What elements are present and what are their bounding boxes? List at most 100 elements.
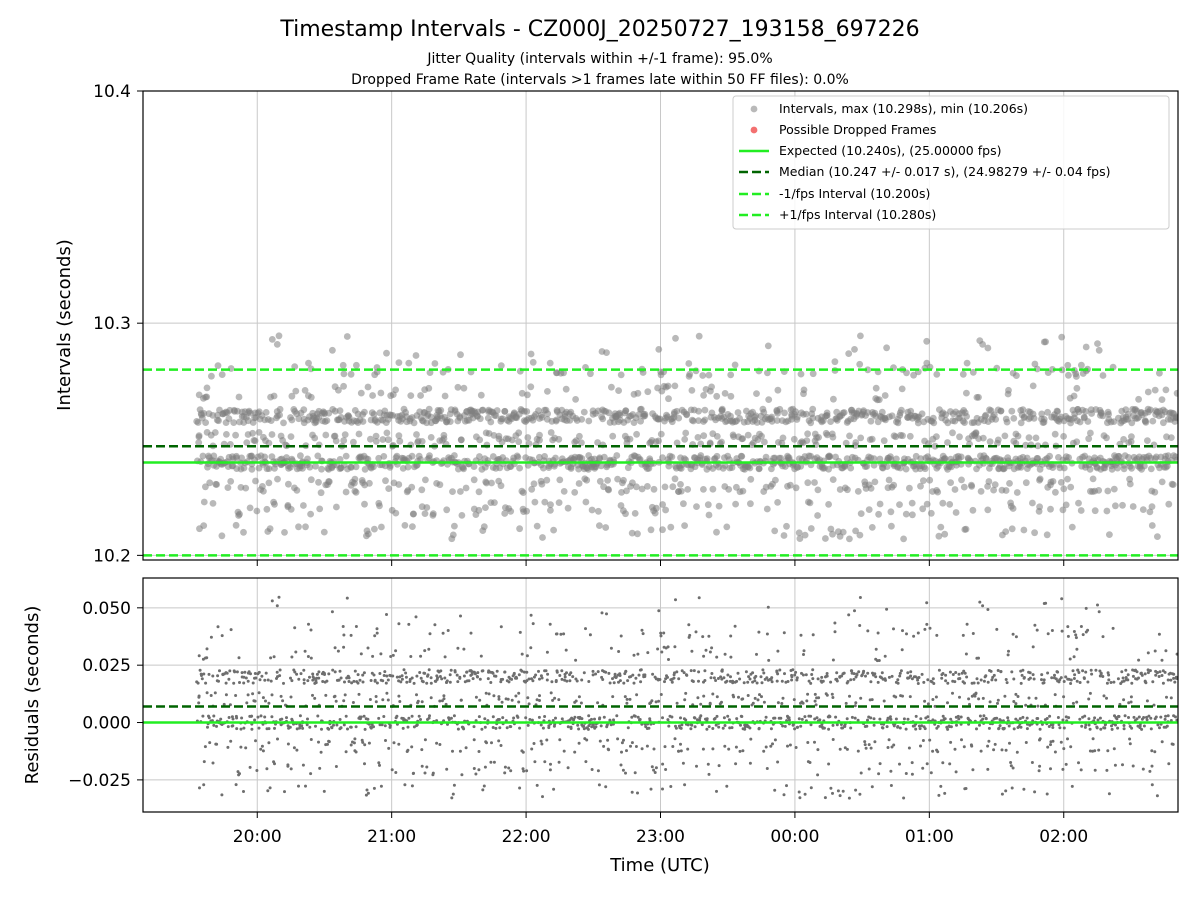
interval-point <box>1008 525 1016 533</box>
residual-point <box>285 716 288 720</box>
residual-point <box>657 699 661 703</box>
interval-point <box>236 510 243 518</box>
residual-point <box>568 679 572 683</box>
residual-point <box>1064 675 1068 679</box>
interval-point <box>921 465 929 473</box>
residual-point <box>729 655 733 659</box>
residual-point <box>531 622 535 626</box>
interval-point <box>825 465 832 473</box>
residual-point <box>795 678 799 682</box>
residual-point <box>539 723 543 727</box>
residual-point <box>1087 717 1091 721</box>
interval-point <box>992 416 1000 423</box>
residual-point <box>350 681 354 685</box>
residual-point <box>1153 649 1157 653</box>
residual-point <box>1082 677 1086 680</box>
residual-point <box>520 669 524 673</box>
residual-point <box>390 768 394 772</box>
residual-point <box>948 670 952 674</box>
interval-point <box>975 393 982 401</box>
residual-point <box>889 769 893 773</box>
interval-point <box>208 372 215 380</box>
residual-point <box>1062 695 1066 699</box>
residual-point <box>346 727 349 731</box>
interval-point <box>822 535 829 542</box>
interval-point <box>615 387 622 394</box>
residual-point <box>1028 671 1032 675</box>
interval-point <box>888 522 895 530</box>
residual-point <box>1152 703 1156 707</box>
interval-point <box>731 361 739 369</box>
residual-point <box>963 671 967 675</box>
y-tick-label: 10.3 <box>93 314 131 334</box>
interval-point <box>529 358 537 366</box>
residual-point <box>953 680 957 684</box>
interval-point <box>787 481 794 489</box>
residual-point <box>1021 715 1025 719</box>
residual-point <box>748 726 752 730</box>
interval-point <box>530 480 538 488</box>
residual-point <box>872 717 876 721</box>
interval-point <box>560 488 568 495</box>
residual-point <box>1172 672 1176 676</box>
residual-point <box>312 677 316 680</box>
residual-point <box>1004 789 1008 793</box>
residual-point <box>932 682 936 685</box>
residual-point <box>302 668 306 672</box>
residual-point <box>510 698 514 702</box>
residual-point <box>497 695 501 699</box>
residual-point <box>699 702 703 706</box>
residual-point <box>438 743 442 746</box>
residual-point <box>219 717 223 721</box>
interval-point <box>238 454 246 462</box>
residual-point <box>1005 681 1009 685</box>
residual-point <box>289 695 293 699</box>
residual-point <box>714 679 718 682</box>
residual-point <box>1135 670 1139 674</box>
residual-point <box>1009 764 1013 768</box>
residual-point <box>653 771 657 774</box>
interval-point <box>538 414 546 421</box>
residual-point <box>257 726 261 730</box>
intervals-y-axis-label: Intervals (seconds) <box>54 239 75 411</box>
residual-point <box>919 744 922 748</box>
residual-point <box>978 723 981 727</box>
residual-point <box>963 681 966 685</box>
residual-point <box>757 630 761 634</box>
residual-point <box>484 691 488 695</box>
residual-point <box>275 670 279 674</box>
interval-point <box>694 434 702 441</box>
residual-point <box>267 701 271 705</box>
residual-point <box>202 760 206 764</box>
residual-point <box>865 724 869 728</box>
residual-point <box>829 680 833 684</box>
residual-point <box>816 677 820 681</box>
residual-point <box>295 748 299 752</box>
interval-point <box>1173 389 1178 397</box>
interval-point <box>705 371 713 379</box>
interval-point <box>918 410 926 418</box>
interval-point <box>408 452 416 460</box>
residual-point <box>256 715 260 719</box>
residual-point <box>939 784 943 788</box>
residual-point <box>574 699 578 703</box>
residual-point <box>569 727 573 730</box>
residual-point <box>907 746 911 750</box>
residual-point <box>650 765 654 769</box>
residual-point <box>317 670 321 674</box>
interval-point <box>218 532 226 540</box>
residual-point <box>445 767 449 771</box>
residual-point <box>315 672 319 676</box>
residual-point <box>371 654 375 658</box>
residual-point <box>552 787 556 791</box>
residual-point <box>426 673 430 677</box>
residual-point <box>501 716 505 720</box>
residual-point <box>503 771 507 775</box>
residual-point <box>506 697 510 701</box>
residual-point <box>481 788 485 792</box>
interval-point <box>809 370 817 378</box>
residual-point <box>253 718 257 722</box>
interval-point <box>301 387 309 394</box>
residual-point <box>545 650 549 654</box>
residual-point <box>257 691 261 695</box>
